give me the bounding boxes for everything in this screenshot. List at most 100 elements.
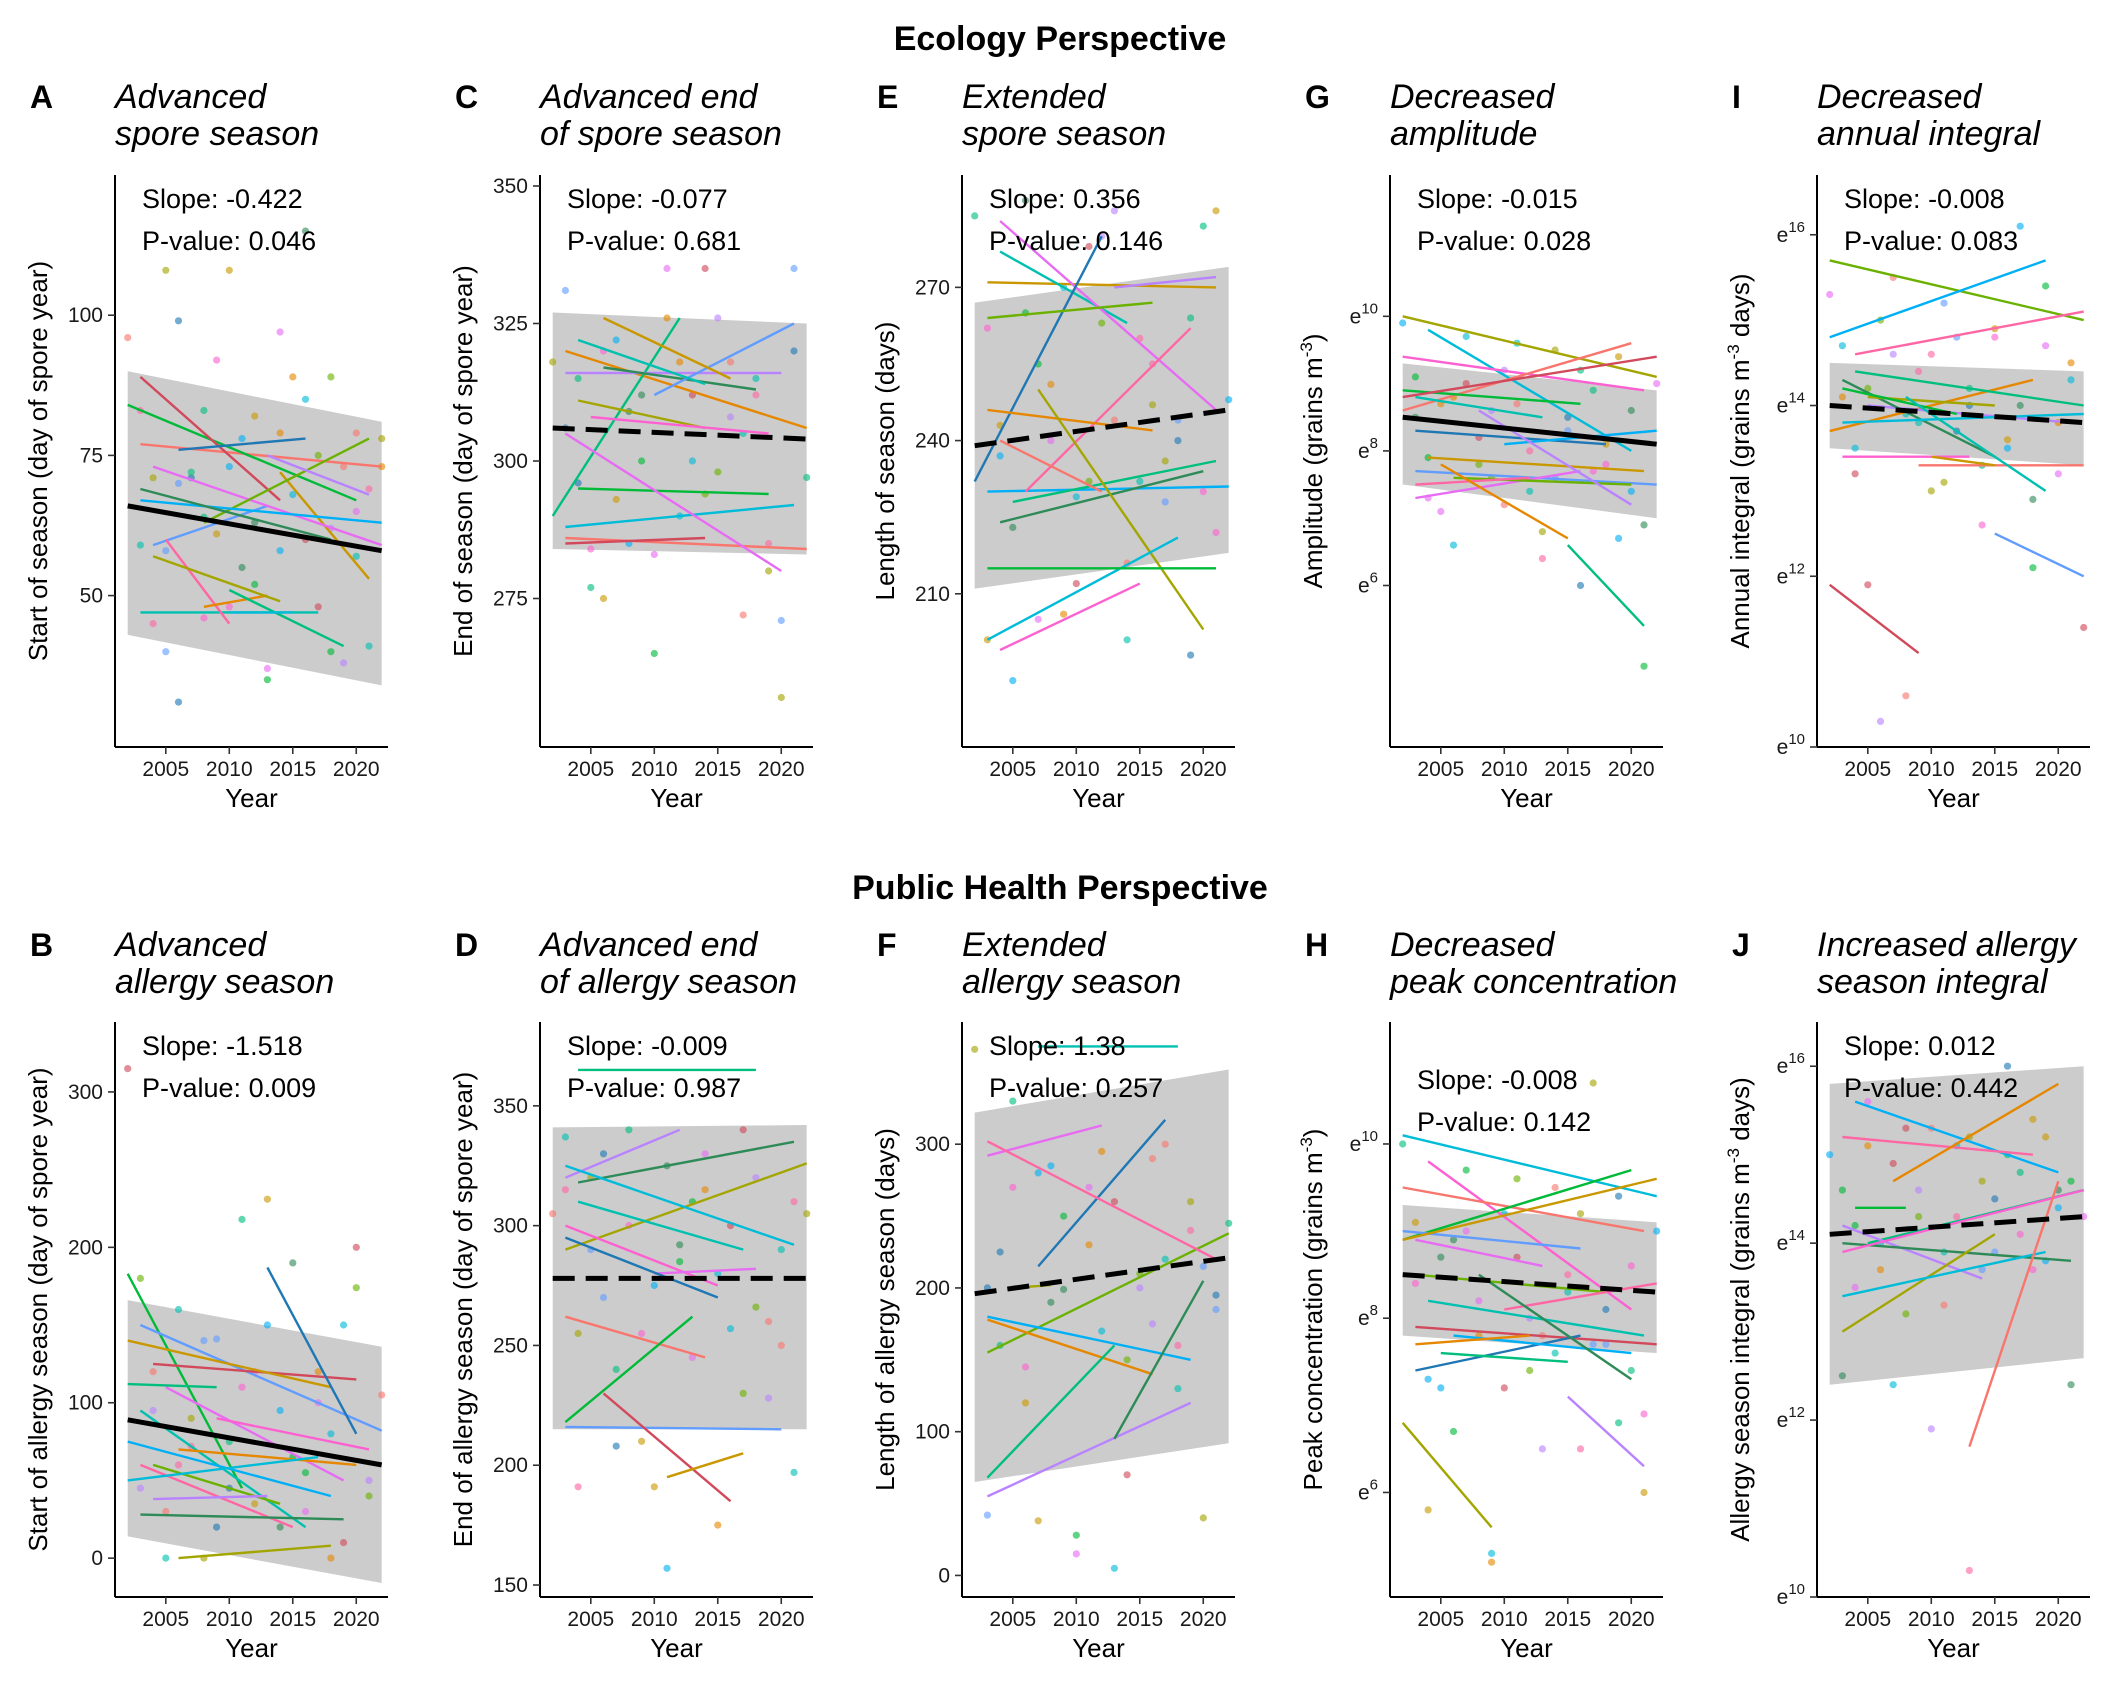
data-point (225, 463, 233, 471)
data-point (1538, 555, 1546, 563)
site-trend-line (1113, 1280, 1205, 1440)
data-point (1589, 1340, 1597, 1348)
data-point (225, 603, 233, 611)
data-point (1225, 396, 1233, 404)
data-point (1437, 1253, 1445, 1261)
data-point (1110, 207, 1118, 215)
data-point (1627, 1262, 1635, 1270)
pvalue-value: 0.442 (1951, 1073, 2019, 1103)
data-point (752, 374, 760, 383)
data-point (1199, 1262, 1207, 1270)
y-tick-label: 275 (493, 588, 528, 611)
x-tick-label: 2005 (142, 1608, 189, 1631)
data-point (1110, 1198, 1118, 1206)
data-point (162, 547, 170, 555)
data-point (1602, 460, 1610, 468)
data-point (1851, 1221, 1859, 1230)
slope-label: Slope: (142, 184, 226, 214)
data-point (726, 358, 735, 366)
x-tick-label: 2005 (989, 758, 1036, 781)
data-point (599, 1293, 608, 1302)
data-point (1399, 1140, 1407, 1148)
panel-title-line: of spore season (540, 115, 782, 153)
data-point (1174, 1385, 1182, 1393)
y-tick-label: e12 (1777, 1404, 1805, 1432)
y-axis-title: Start of allergy season (day of spore ye… (23, 1067, 53, 1551)
data-point (289, 373, 297, 381)
data-point (1060, 1212, 1068, 1220)
panel-title-line: Decreased (1390, 926, 1556, 964)
y-axis-title: Length of allergy season (days) (870, 1128, 900, 1491)
y-tick-label: e10 (1777, 1581, 1805, 1609)
data-point (276, 1406, 284, 1415)
site-trend-line (1427, 1160, 1633, 1311)
data-point (1462, 380, 1470, 388)
row-title-ecology: Ecology Perspective (894, 20, 1227, 58)
y-tick-label: 240 (915, 430, 950, 453)
site-trend-line (178, 1448, 357, 1467)
site-trend-line (1842, 1250, 2046, 1298)
pvalue-label: P-value: (567, 1073, 674, 1103)
data-point (1161, 1140, 1169, 1148)
x-tick-label: 2015 (1116, 1608, 1163, 1631)
x-tick-label: 2020 (333, 1608, 380, 1631)
data-point (1199, 1514, 1207, 1522)
data-point (1627, 487, 1635, 495)
data-point (174, 479, 183, 487)
data-point (701, 1186, 709, 1194)
data-point (1564, 1271, 1572, 1279)
y-axis-title: End of season (day of spore year) (448, 265, 478, 657)
y-tick-base: e (1350, 1133, 1362, 1156)
data-point (1174, 1341, 1182, 1349)
data-point (1915, 367, 1923, 375)
site-trend-line (178, 437, 306, 451)
data-point (1551, 1349, 1559, 1357)
data-point (2067, 376, 2075, 384)
data-point (1072, 493, 1080, 501)
site-trend-line (1427, 1299, 1645, 1337)
data-point (1161, 498, 1169, 506)
data-point (1640, 1488, 1648, 1497)
data-point (1072, 1531, 1080, 1539)
data-point (676, 1241, 684, 1249)
x-tick-label: 2020 (758, 1608, 805, 1631)
data-point (625, 1126, 633, 1134)
data-point (1826, 1151, 1834, 1159)
data-point (276, 328, 284, 336)
data-point (1161, 457, 1169, 465)
site-trend-line (1841, 1233, 1996, 1333)
data-point (1199, 222, 1207, 230)
data-point (1098, 319, 1106, 327)
data-point (726, 1325, 735, 1333)
site-trend-line (165, 1386, 345, 1482)
data-point (650, 649, 658, 658)
site-trend-line (1478, 1273, 1632, 1381)
site-trend-line (578, 487, 769, 496)
site-trend-line (565, 536, 706, 545)
x-tick-label: 2015 (269, 758, 316, 781)
data-point (1009, 1097, 1017, 1105)
site-trend-line (1012, 459, 1217, 504)
x-tick-label: 2010 (1908, 1608, 1955, 1631)
pvalue-label: P-value: (1844, 1073, 1951, 1103)
data-point (1978, 1177, 1986, 1185)
data-point (149, 620, 157, 628)
data-point (1576, 1445, 1585, 1453)
data-point (200, 406, 208, 415)
y-tick-exponent: 6 (1370, 569, 1378, 586)
slope-value: 1.38 (1073, 1031, 1126, 1061)
data-point (1640, 662, 1648, 670)
data-point (1424, 1375, 1432, 1383)
x-tick-label: 2005 (567, 1608, 614, 1631)
panel-title-line: Extended (962, 78, 1107, 116)
data-point (352, 429, 360, 437)
y-axis-title-text: Annual integral (grains m (1725, 359, 1755, 648)
site-trend-line (140, 487, 332, 541)
confidence-band (552, 1125, 807, 1430)
site-trend-line (140, 499, 382, 524)
data-point (1953, 1213, 1961, 1221)
x-tick-label: 2015 (269, 1608, 316, 1631)
site-trend-line (577, 399, 706, 430)
